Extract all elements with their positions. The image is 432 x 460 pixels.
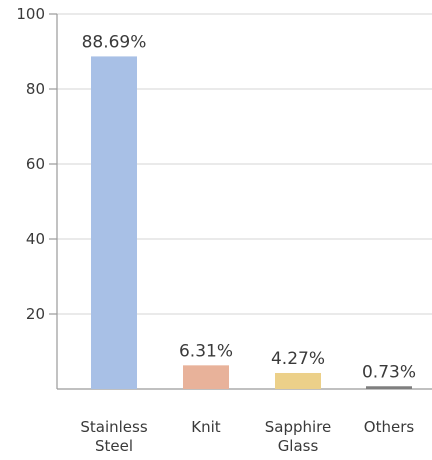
bar-others [366,386,412,389]
data-label: 0.73% [362,362,416,382]
bar-stainless-steel [91,56,137,389]
data-label: 88.69% [82,32,147,52]
bar-knit [183,365,229,389]
data-label: 6.31% [179,341,233,361]
y-tick-label: 80 [26,80,45,98]
x-category-label: Steel [95,437,133,455]
y-tick-label: 100 [16,5,45,23]
x-category-label: Others [364,418,415,436]
y-tick-label: 20 [26,305,45,323]
x-category-label: Glass [278,437,319,455]
bar-sapphire-glass [275,372,321,389]
y-tick-label: 60 [26,155,45,173]
bars [91,56,412,389]
x-category-label: Knit [191,418,221,436]
x-category-label: Stainless [80,418,147,436]
data-label: 4.27% [271,349,325,369]
x-category-label: Sapphire [265,418,332,436]
y-tick-label: 40 [26,230,45,248]
